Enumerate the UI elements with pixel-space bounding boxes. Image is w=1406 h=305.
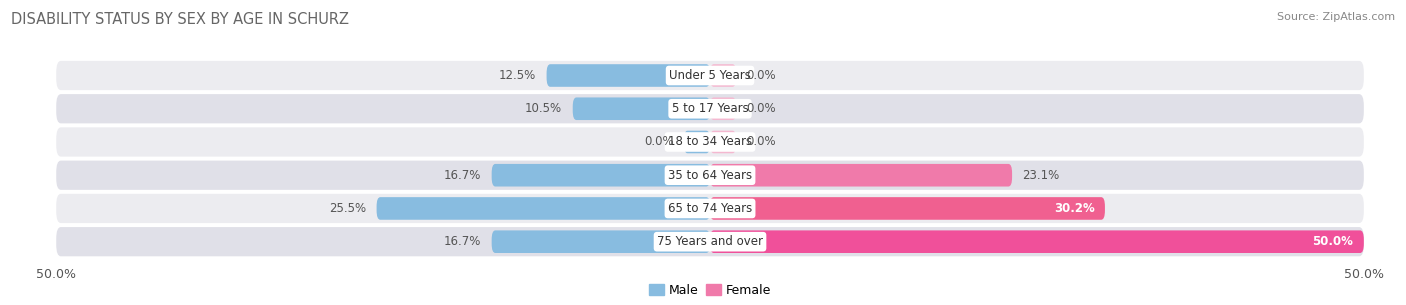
Text: 35 to 64 Years: 35 to 64 Years: [668, 169, 752, 182]
FancyBboxPatch shape: [710, 131, 737, 153]
FancyBboxPatch shape: [710, 97, 737, 120]
Text: 0.0%: 0.0%: [747, 69, 776, 82]
FancyBboxPatch shape: [683, 131, 710, 153]
Text: DISABILITY STATUS BY SEX BY AGE IN SCHURZ: DISABILITY STATUS BY SEX BY AGE IN SCHUR…: [11, 12, 349, 27]
Text: 16.7%: 16.7%: [444, 169, 481, 182]
Text: Under 5 Years: Under 5 Years: [669, 69, 751, 82]
FancyBboxPatch shape: [710, 230, 1364, 253]
FancyBboxPatch shape: [56, 127, 1364, 156]
FancyBboxPatch shape: [377, 197, 710, 220]
FancyBboxPatch shape: [710, 164, 1012, 187]
Text: 10.5%: 10.5%: [526, 102, 562, 115]
Text: 75 Years and over: 75 Years and over: [657, 235, 763, 248]
Text: 16.7%: 16.7%: [444, 235, 481, 248]
Text: 25.5%: 25.5%: [329, 202, 366, 215]
FancyBboxPatch shape: [710, 64, 737, 87]
FancyBboxPatch shape: [572, 97, 710, 120]
FancyBboxPatch shape: [710, 197, 1105, 220]
FancyBboxPatch shape: [56, 61, 1364, 90]
Text: 0.0%: 0.0%: [747, 135, 776, 149]
Text: 65 to 74 Years: 65 to 74 Years: [668, 202, 752, 215]
Text: 50.0%: 50.0%: [1312, 235, 1354, 248]
FancyBboxPatch shape: [56, 161, 1364, 190]
FancyBboxPatch shape: [492, 164, 710, 187]
Text: 30.2%: 30.2%: [1053, 202, 1094, 215]
Text: 12.5%: 12.5%: [499, 69, 536, 82]
Text: 18 to 34 Years: 18 to 34 Years: [668, 135, 752, 149]
Text: 0.0%: 0.0%: [747, 102, 776, 115]
Text: 23.1%: 23.1%: [1022, 169, 1060, 182]
Text: 0.0%: 0.0%: [644, 135, 673, 149]
FancyBboxPatch shape: [56, 227, 1364, 256]
Text: Source: ZipAtlas.com: Source: ZipAtlas.com: [1277, 12, 1395, 22]
Legend: Male, Female: Male, Female: [644, 279, 776, 302]
FancyBboxPatch shape: [56, 194, 1364, 223]
FancyBboxPatch shape: [56, 94, 1364, 123]
Text: 5 to 17 Years: 5 to 17 Years: [672, 102, 748, 115]
FancyBboxPatch shape: [547, 64, 710, 87]
FancyBboxPatch shape: [492, 230, 710, 253]
